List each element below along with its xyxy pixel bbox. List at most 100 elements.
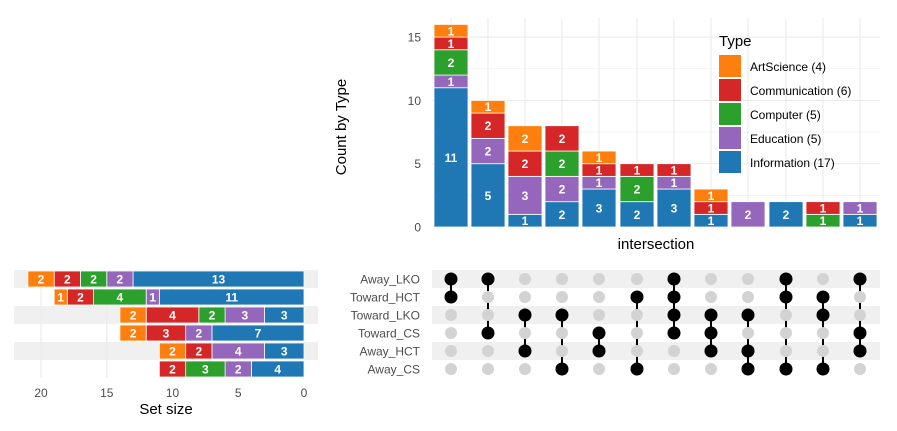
matrix-band (432, 342, 880, 360)
matrix-dot-empty (668, 363, 680, 375)
bar-segment-information (470, 163, 506, 228)
data-label: 1 (596, 151, 603, 165)
matrix-dot-empty (593, 291, 605, 303)
matrix-dot-empty (780, 309, 792, 321)
matrix-dot-filled (630, 290, 644, 304)
matrix-dot-empty (817, 327, 829, 339)
set-size-data-label: 4 (117, 291, 124, 305)
matrix-dot-filled (704, 308, 718, 322)
y-tick-label: 10 (408, 94, 422, 108)
legend-swatch-information (719, 151, 741, 173)
data-label: 3 (522, 189, 529, 203)
matrix-dot-empty (854, 363, 866, 375)
set-size-data-label: 2 (130, 309, 137, 323)
matrix-dot-filled (779, 362, 793, 376)
bar-segment-computer (619, 175, 655, 203)
bar-segment-information (581, 188, 617, 228)
legend-label: Information (17) (750, 156, 835, 170)
bar-segment-computer (544, 150, 580, 177)
data-label: 1 (448, 75, 455, 89)
bar-segment-artscience (433, 24, 469, 38)
matrix-dot-empty (482, 309, 494, 321)
data-label: 2 (448, 56, 455, 70)
set-size-data-label: 2 (130, 327, 137, 341)
set-size-data-label: 2 (77, 291, 84, 305)
data-label: 2 (485, 145, 492, 159)
bar-segment-artscience (470, 100, 506, 114)
set-size-segment-artscience (27, 270, 55, 288)
matrix-dot-empty (556, 345, 568, 357)
matrix-dot-empty (817, 273, 829, 285)
bar-segment-information (768, 201, 804, 228)
set-size-axis-label: Set size (139, 401, 192, 418)
data-label: 1 (708, 214, 715, 228)
intersection-matrix: Away_LKO Toward_HCT Toward_LKO Toward_CS Awa… (350, 270, 880, 377)
legend-swatch-computer (719, 103, 741, 125)
matrix-dot-empty (445, 363, 457, 375)
matrix-dot-empty (556, 327, 568, 339)
set-size-segment-artscience (119, 306, 147, 324)
matrix-dot-filled (481, 326, 495, 340)
data-label: 1 (448, 37, 455, 51)
matrix-set-label: Away_HCT (360, 345, 421, 359)
matrix-band (432, 270, 880, 288)
set-size-data-label: 3 (163, 327, 170, 341)
matrix-dot-empty (631, 345, 643, 357)
matrix-set-label: Away_LKO (360, 273, 420, 287)
matrix-dot-filled (779, 290, 793, 304)
matrix-dot-empty (593, 309, 605, 321)
matrix-dot-filled (704, 326, 718, 340)
x-axis-label: intersection (618, 236, 695, 253)
matrix-dot-filled (630, 362, 644, 376)
matrix-dot-filled (741, 362, 755, 376)
data-label: 2 (559, 157, 566, 171)
matrix-set-label: Away_CS (368, 363, 420, 377)
matrix-dot-filled (592, 326, 606, 340)
set-size-segment-artscience (53, 288, 68, 306)
bar-segment-communication (656, 163, 692, 177)
set-size-tick-label: 5 (235, 386, 242, 400)
set-size-data-label: 3 (202, 363, 209, 377)
matrix-band (432, 306, 880, 324)
data-label: 1 (857, 202, 864, 216)
set-size-data-label: 2 (169, 345, 176, 359)
legend-swatch-communication (719, 79, 741, 101)
bar-segment-education (842, 201, 878, 215)
legend-swatch-education (719, 127, 741, 149)
matrix-dot-empty (817, 345, 829, 357)
data-label: 2 (559, 208, 566, 222)
matrix-dot-empty (445, 327, 457, 339)
bar-segment-communication (619, 163, 655, 177)
data-label: 1 (485, 100, 492, 114)
set-size-data-label: 2 (235, 363, 242, 377)
legend-title: Type (719, 33, 752, 50)
matrix-dot-filled (779, 272, 793, 286)
matrix-dot-filled (667, 326, 681, 340)
matrix-dot-filled (592, 344, 606, 358)
data-label: 1 (448, 24, 455, 38)
matrix-dot-empty (780, 345, 792, 357)
set-size-data-label: 4 (235, 345, 242, 359)
data-label: 3 (596, 202, 603, 216)
data-label: 5 (485, 189, 492, 203)
data-label: 2 (783, 208, 790, 222)
matrix-dot-empty (445, 309, 457, 321)
set-size-data-label: 2 (209, 309, 216, 323)
intersection-chart-axis: 0 5 10 15 (408, 31, 422, 235)
matrix-dot-filled (518, 308, 532, 322)
matrix-dot-empty (519, 327, 531, 339)
bar-segment-artscience (693, 188, 729, 203)
y-tick-label: 0 (414, 221, 421, 235)
bar-segment-education (730, 201, 766, 228)
matrix-dot-empty (519, 273, 531, 285)
data-label: 2 (634, 183, 641, 197)
set-size-data-label: 1 (57, 291, 64, 305)
data-label: 1 (820, 214, 827, 228)
matrix-dot-empty (705, 291, 717, 303)
legend-label: Education (5) (750, 132, 821, 146)
bar-segment-education (507, 175, 543, 215)
matrix-dot-empty (631, 273, 643, 285)
set-size-data-label: 11 (225, 291, 238, 305)
